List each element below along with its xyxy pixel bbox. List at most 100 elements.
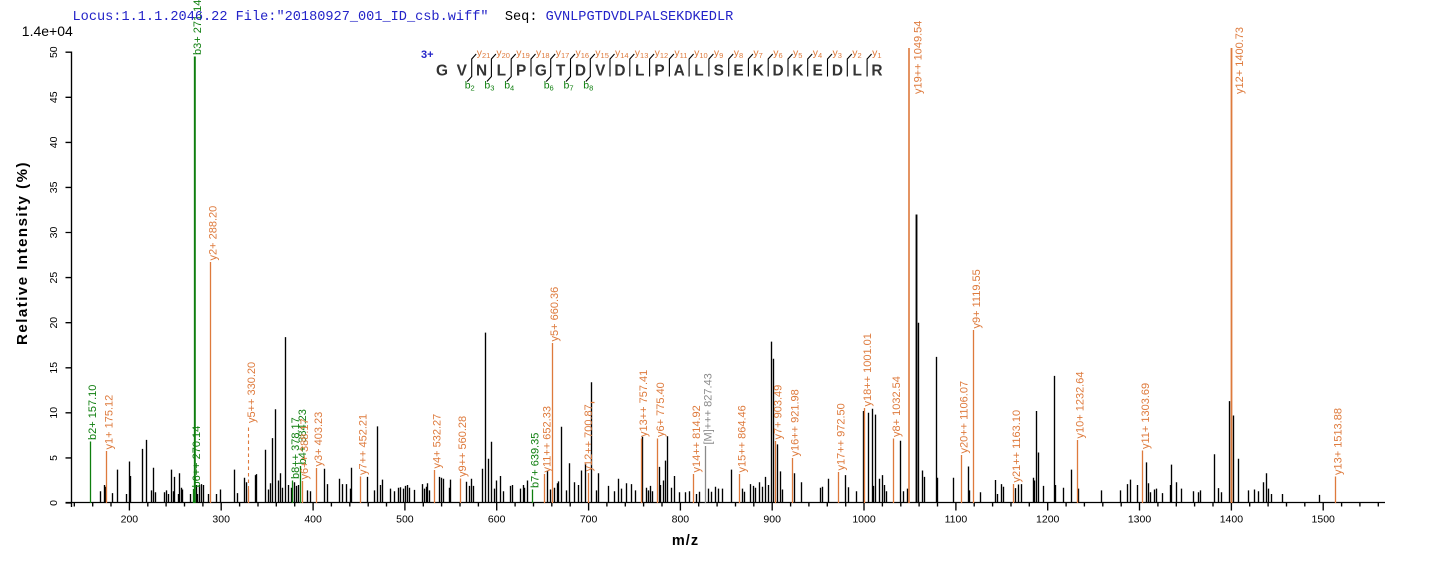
svg-text:y7++ 452.21: y7++ 452.21 [358,414,370,475]
svg-text:1400: 1400 [1220,514,1244,526]
svg-text:b7: b7 [564,80,574,93]
svg-text:1300: 1300 [1128,514,1152,526]
svg-text:y11+ 1303.69: y11+ 1303.69 [1140,383,1152,449]
svg-text:y18: y18 [536,47,550,60]
svg-text:y13+ 1513.88: y13+ 1513.88 [1333,408,1345,475]
svg-text:45: 45 [48,91,60,103]
svg-text:E: E [733,63,743,80]
svg-text:y5++ 330.20: y5++ 330.20 [246,362,258,423]
svg-text:m/z: m/z [672,533,699,549]
svg-text:b6: b6 [544,80,554,93]
svg-text:30: 30 [48,227,60,239]
svg-text:Relative Intensity (%): Relative Intensity (%) [14,161,31,345]
svg-text:b4: b4 [504,80,514,93]
svg-text:y1: y1 [872,47,881,60]
svg-text:y16: y16 [576,47,590,60]
svg-text:D: D [575,63,586,80]
svg-text:500: 500 [396,514,414,526]
svg-text:y4+ 532.27: y4+ 532.27 [431,414,443,469]
svg-text:N: N [476,63,487,80]
svg-text:L: L [635,63,644,80]
svg-text:y19: y19 [516,47,530,60]
svg-text:b2+ 157.10: b2+ 157.10 [87,385,99,440]
svg-text:15: 15 [48,362,60,374]
svg-text:y4: y4 [813,47,822,60]
svg-text:300: 300 [212,514,230,526]
svg-text:T: T [556,63,566,80]
svg-text:Locus:1.1.1.2046.22 File:"2018: Locus:1.1.1.2046.22 File:"20180927_001_I… [73,10,734,25]
svg-text:y19++ 1049.54: y19++ 1049.54 [913,21,925,94]
svg-text:y7: y7 [753,47,762,60]
svg-text:V: V [457,63,468,80]
svg-text:y6: y6 [773,47,782,60]
svg-text:b3+ 271.14: b3+ 271.14 [192,0,204,55]
svg-text:600: 600 [488,514,506,526]
svg-text:900: 900 [763,514,781,526]
svg-text:1500: 1500 [1312,514,1336,526]
svg-text:200: 200 [121,514,139,526]
svg-text:y9++ 560.28: y9++ 560.28 [457,416,469,477]
svg-text:y8: y8 [734,47,743,60]
svg-text:y7+ 903.49: y7+ 903.49 [772,385,784,440]
svg-text:400: 400 [304,514,322,526]
svg-text:K: K [792,63,803,80]
svg-text:y16++ 921.98: y16++ 921.98 [789,389,801,456]
svg-text:y14: y14 [615,47,629,60]
svg-text:800: 800 [672,514,690,526]
svg-text:y21: y21 [477,47,491,60]
svg-text:20: 20 [48,317,60,329]
svg-text:L: L [852,63,861,80]
svg-text:D: D [614,63,625,80]
svg-text:y3: y3 [833,47,842,60]
svg-text:P: P [516,63,526,80]
svg-text:b3: b3 [484,80,494,93]
svg-text:1000: 1000 [852,514,876,526]
svg-text:y17++ 972.50: y17++ 972.50 [836,403,848,470]
svg-text:y12+ 1400.73: y12+ 1400.73 [1234,27,1246,94]
svg-text:y18++ 1001.01: y18++ 1001.01 [862,333,874,406]
svg-text:y20: y20 [496,47,510,60]
svg-text:3+: 3+ [421,49,434,61]
svg-text:35: 35 [48,181,60,193]
svg-text:b7+ 639.35: b7+ 639.35 [530,433,542,488]
svg-text:G: G [436,63,448,80]
svg-text:y20++ 1106.07: y20++ 1106.07 [958,381,970,454]
svg-text:y1+ 175.12: y1+ 175.12 [104,395,116,450]
svg-text:700: 700 [580,514,598,526]
svg-text:D: D [773,63,784,80]
svg-text:D: D [832,63,843,80]
svg-text:y8+ 1032.54: y8+ 1032.54 [891,376,903,437]
svg-text:y5: y5 [793,47,802,60]
svg-text:y15: y15 [595,47,609,60]
svg-text:y3+ 403.23: y3+ 403.23 [313,412,325,467]
svg-text:E: E [812,63,822,80]
svg-text:b4+ 384.23: b4+ 384.23 [297,409,309,464]
svg-text:b6++ 270.14: b6++ 270.14 [191,426,203,488]
svg-text:y13++ 757.41: y13++ 757.41 [638,370,650,437]
svg-text:b2: b2 [465,80,475,93]
svg-text:L: L [694,63,703,80]
svg-text:y17: y17 [556,47,570,60]
svg-text:1200: 1200 [1036,514,1060,526]
svg-text:y6++ 388.17: y6++ 388.17 [299,418,311,479]
svg-text:y11++ 652.33: y11++ 652.33 [542,406,554,472]
svg-text:40: 40 [48,136,60,148]
svg-text:y9+ 1119.55: y9+ 1119.55 [971,269,983,328]
svg-text:y21++ 1163.10: y21++ 1163.10 [1011,410,1023,483]
svg-text:50: 50 [48,46,60,58]
svg-text:b8++ 378.17: b8++ 378.17 [290,417,302,479]
svg-text:y6+ 775.40: y6+ 775.40 [655,382,667,437]
svg-text:[M]+++ 827.43: [M]+++ 827.43 [703,373,715,444]
svg-text:L: L [497,63,506,80]
svg-text:1100: 1100 [945,514,968,526]
svg-text:y14++ 814.92: y14++ 814.92 [691,405,703,472]
svg-text:S: S [714,63,724,80]
svg-text:b8: b8 [583,80,593,93]
svg-text:y15++ 864.46: y15++ 864.46 [736,405,748,472]
svg-text:y11: y11 [674,47,687,60]
svg-text:y12++ 700.87: y12++ 700.87 [583,404,595,471]
svg-text:0: 0 [48,500,60,506]
svg-text:y2+ 288.20: y2+ 288.20 [207,206,219,261]
svg-text:5: 5 [48,455,60,461]
svg-text:R: R [871,63,882,80]
